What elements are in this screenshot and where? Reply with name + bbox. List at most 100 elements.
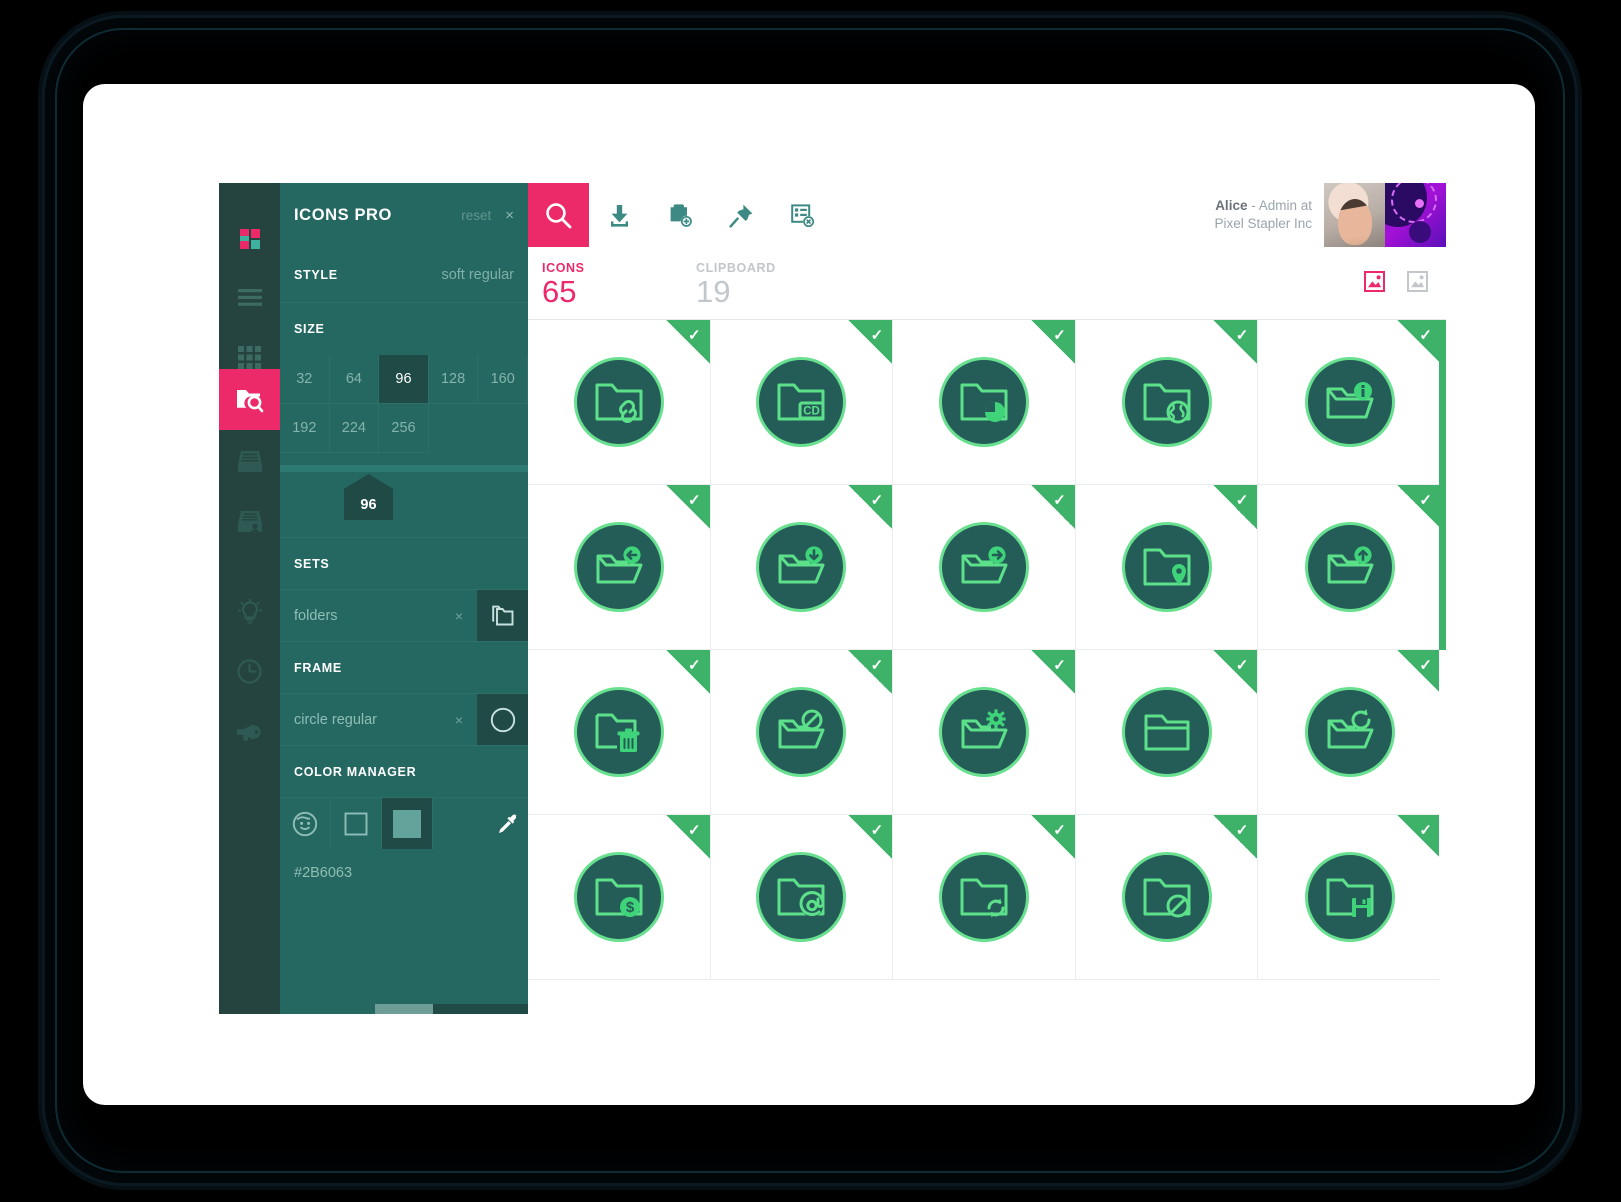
icon-frame: $	[573, 852, 664, 942]
icon-cell-folder-blocked[interactable]: ✓	[1076, 815, 1259, 979]
selected-check-badge[interactable]: ✓	[1030, 650, 1075, 694]
icon-frame	[938, 687, 1029, 777]
folder-blocked-icon	[1143, 878, 1191, 918]
sets-input[interactable]: folders ×	[280, 590, 477, 641]
size-option-256[interactable]: 256	[379, 404, 429, 453]
selected-check-badge[interactable]: ✓	[848, 815, 893, 859]
style-row[interactable]: STYLE soft regular	[280, 247, 528, 303]
frame-clear-button[interactable]: ×	[454, 711, 463, 728]
icon-cell-folder-email[interactable]: ✓	[711, 815, 894, 979]
image-view-icon	[1364, 271, 1385, 292]
sidebar-item-history[interactable]	[219, 641, 280, 702]
icon-cell-folder-cd[interactable]: ✓ CD	[711, 320, 894, 484]
icon-cell-folder-upload[interactable]: ✓	[1258, 485, 1441, 649]
tab-clipboard[interactable]: CLIPBOARD 19	[696, 261, 776, 309]
grid-scrollbar[interactable]	[1439, 320, 1446, 1014]
megaphone-icon	[236, 723, 261, 741]
grid-scrollbar-thumb[interactable]	[1439, 320, 1446, 650]
icon-cell-folder-info[interactable]: ✓	[1258, 320, 1441, 484]
selected-check-badge[interactable]: ✓	[1213, 320, 1258, 364]
sets-section-header: SETS	[280, 537, 528, 589]
size-option-32[interactable]: 32	[280, 355, 330, 404]
size-option-192[interactable]: 192	[280, 404, 330, 453]
size-option-160[interactable]: 160	[478, 355, 528, 404]
selected-check-badge[interactable]: ✓	[1213, 815, 1258, 859]
color-mode-filled[interactable]	[382, 798, 433, 849]
tab-icons[interactable]: ICONS 65	[542, 261, 585, 309]
sidebar-item-announcements[interactable]	[219, 701, 280, 762]
frame-value: circle regular	[294, 711, 377, 728]
icon-cell-folder-link[interactable]: ✓	[528, 320, 711, 484]
icon-cell-folder-closed[interactable]: ✓	[1076, 650, 1259, 814]
selected-check-badge[interactable]: ✓	[1030, 815, 1075, 859]
sets-clear-button[interactable]: ×	[454, 607, 463, 624]
sets-browse-button[interactable]	[477, 590, 528, 641]
folder-cd-icon: CD	[777, 383, 825, 421]
icon-cell-folder-refresh[interactable]: ✓	[1258, 650, 1441, 814]
sidebar-item-inbox[interactable]	[219, 431, 280, 492]
sidebar-item-ideas[interactable]	[219, 581, 280, 642]
color-hex-row[interactable]: #2B6063	[280, 849, 528, 897]
icon-cell-folder-sync[interactable]: ✓	[893, 815, 1076, 979]
selected-check-badge[interactable]: ✓	[1396, 320, 1441, 364]
selected-check-badge[interactable]: ✓	[1030, 320, 1075, 364]
icon-cell-folder-import[interactable]: ✓	[528, 485, 711, 649]
sidebar-item-grid[interactable]	[219, 327, 280, 388]
size-option-96[interactable]: 96	[379, 355, 429, 404]
icon-cell-folder-globe[interactable]: ✓	[1076, 320, 1259, 484]
selected-check-badge[interactable]: ✓	[1396, 485, 1441, 529]
color-mode-face[interactable]	[280, 798, 331, 849]
rail-item-logo[interactable]	[219, 208, 280, 269]
avatar[interactable]	[1324, 183, 1385, 247]
selected-check-badge[interactable]: ✓	[1213, 485, 1258, 529]
sidebar-item-icon-search[interactable]	[219, 369, 280, 430]
pin-button[interactable]	[711, 183, 772, 247]
close-panel-button[interactable]: ×	[505, 206, 514, 224]
search-button[interactable]	[528, 183, 589, 247]
size-slider-track[interactable]	[280, 465, 528, 472]
selected-check-badge[interactable]: ✓	[1030, 485, 1075, 529]
selected-check-badge[interactable]: ✓	[665, 485, 710, 529]
selected-check-badge[interactable]: ✓	[665, 815, 710, 859]
tab-clipboard-label: CLIPBOARD	[696, 261, 776, 275]
avatar-decoration	[1385, 183, 1446, 247]
icon-cell-folder-download[interactable]: ✓	[711, 485, 894, 649]
icon-cell-folder-location[interactable]: ✓	[1076, 485, 1259, 649]
sidebar-item-my-documents[interactable]	[219, 491, 280, 552]
add-to-clipboard-button[interactable]	[650, 183, 711, 247]
icon-cell-folder-delete[interactable]: ✓	[528, 650, 711, 814]
user-company: Pixel Stapler Inc	[1214, 216, 1312, 231]
view-toggle-grid[interactable]	[1364, 271, 1385, 292]
frame-shape-button[interactable]	[477, 694, 528, 745]
icon-cell-folder-money[interactable]: ✓ $	[528, 815, 711, 979]
selected-check-badge[interactable]: ✓	[665, 650, 710, 694]
size-slider-knob[interactable]: 96	[344, 474, 393, 520]
selected-check-badge[interactable]: ✓	[665, 320, 710, 364]
icon-cell-folder-chart[interactable]: ✓	[893, 320, 1076, 484]
selected-check-badge[interactable]: ✓	[1396, 815, 1441, 859]
icon-cell-folder-settings[interactable]: ✓	[893, 650, 1076, 814]
color-eyedropper-cell[interactable]	[433, 798, 528, 849]
selected-check-badge[interactable]: ✓	[848, 485, 893, 529]
user-name: Alice	[1215, 198, 1248, 213]
selected-check-badge[interactable]: ✓	[1396, 650, 1441, 694]
selected-check-badge[interactable]: ✓	[848, 320, 893, 364]
icon-cell-folder-save[interactable]: ✓	[1258, 815, 1441, 979]
frame-input[interactable]: circle regular ×	[280, 694, 477, 745]
sidebar-item-menu[interactable]	[219, 267, 280, 328]
clear-list-button[interactable]	[772, 183, 833, 247]
size-option-224[interactable]: 224	[329, 404, 380, 453]
icon-cell-folder-blocked-open[interactable]: ✓	[711, 650, 894, 814]
reset-button[interactable]: reset	[461, 207, 492, 223]
user-profile[interactable]: Alice - Admin at Pixel Stapler Inc	[1214, 183, 1446, 247]
selected-check-badge[interactable]: ✓	[1213, 650, 1258, 694]
selected-check-badge[interactable]: ✓	[848, 650, 893, 694]
size-option-128[interactable]: 128	[428, 355, 479, 404]
download-button[interactable]	[589, 183, 650, 247]
view-toggle-list[interactable]	[1407, 271, 1428, 292]
icon-cell-folder-export[interactable]: ✓	[893, 485, 1076, 649]
size-slider[interactable]: 96	[280, 465, 528, 537]
color-mode-outline[interactable]	[331, 798, 382, 849]
add-to-clipboard-icon	[670, 203, 692, 227]
size-option-64[interactable]: 64	[329, 355, 380, 404]
